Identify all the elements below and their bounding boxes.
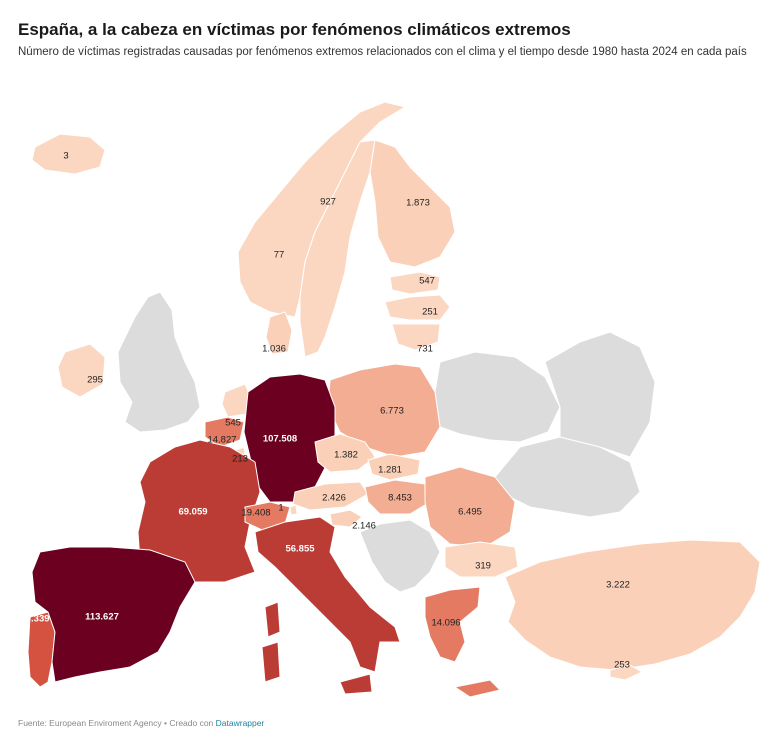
value-label: 3.222 xyxy=(606,580,630,591)
value-label: 2.426 xyxy=(322,493,346,504)
country-region[interactable] xyxy=(329,509,363,528)
value-label: 3 xyxy=(63,151,68,162)
value-label: 6.773 xyxy=(380,406,404,417)
country-region[interactable] xyxy=(391,323,441,351)
no-data-region-2 xyxy=(544,331,656,458)
country-region[interactable] xyxy=(504,539,761,671)
value-label: 19.408 xyxy=(241,508,270,519)
value-label: 547 xyxy=(419,276,435,287)
value-label: 69.059 xyxy=(178,507,207,518)
country-region[interactable] xyxy=(389,271,441,295)
value-label: 6.495 xyxy=(458,507,482,518)
value-label: 295 xyxy=(87,375,103,386)
value-label: 253 xyxy=(614,660,630,671)
source-text: Fuente: European Enviroment Agency • Cre… xyxy=(18,718,216,728)
country-region[interactable] xyxy=(289,504,298,516)
country-region[interactable] xyxy=(424,586,501,698)
value-label: 8.453 xyxy=(388,493,412,504)
country-region[interactable] xyxy=(31,133,106,175)
value-label: 213 xyxy=(232,454,248,465)
chart-title: España, a la cabeza en víctimas por fenó… xyxy=(18,20,571,39)
value-label: 1.382 xyxy=(334,450,358,461)
value-label: 113.627 xyxy=(85,612,119,623)
value-label: 1.873 xyxy=(406,198,430,209)
value-label: 545 xyxy=(225,418,241,429)
country-region[interactable] xyxy=(57,343,106,398)
country-region[interactable] xyxy=(327,363,441,458)
country-region[interactable] xyxy=(424,466,516,548)
value-label: 1.036 xyxy=(262,344,286,355)
footer: Fuente: European Enviroment Agency • Cre… xyxy=(18,718,264,728)
value-label: 731 xyxy=(417,344,433,355)
country-region[interactable] xyxy=(609,664,644,681)
country-region[interactable] xyxy=(369,139,456,268)
country-region[interactable] xyxy=(31,546,196,683)
value-label: 107.508 xyxy=(263,434,297,445)
no-data-region[interactable] xyxy=(117,291,201,433)
map-labels: 3 927 1.873 77 547 251 731 1.036 295 6.773 545 14.8… xyxy=(20,151,629,671)
datawrapper-link[interactable]: Datawrapper xyxy=(215,718,265,728)
country-region[interactable] xyxy=(367,453,421,481)
no-data-region-3 xyxy=(359,519,441,593)
value-label: 20.339 xyxy=(20,614,49,625)
country-region[interactable] xyxy=(237,101,407,318)
country-region[interactable] xyxy=(254,516,401,695)
value-label: 2.146 xyxy=(352,521,376,532)
country-region[interactable] xyxy=(364,479,431,515)
value-label: 927 xyxy=(320,197,336,208)
europe-map: 3 927 1.873 77 547 251 731 1.036 295 6.773 545 14.8… xyxy=(20,101,761,698)
country-region[interactable] xyxy=(265,311,293,355)
value-label: 1.281 xyxy=(378,465,402,476)
country-region[interactable] xyxy=(137,439,261,583)
no-data-region-0 xyxy=(434,351,561,443)
chart-subtitle: Número de víctimas registradas causadas … xyxy=(18,46,747,58)
country-region[interactable] xyxy=(444,541,519,578)
value-label: 77 xyxy=(274,250,285,261)
value-label: 319 xyxy=(475,561,491,572)
country-region[interactable] xyxy=(299,139,376,358)
value-label: 14.827 xyxy=(207,435,236,446)
value-label: 14.096 xyxy=(431,618,460,629)
country-region[interactable] xyxy=(204,416,245,448)
value-label: 1 xyxy=(278,503,283,514)
map-shapes xyxy=(27,101,761,698)
country-region[interactable] xyxy=(384,294,451,321)
value-label: 56.855 xyxy=(285,544,315,555)
country-region[interactable] xyxy=(314,433,376,473)
value-label: 251 xyxy=(422,307,438,318)
